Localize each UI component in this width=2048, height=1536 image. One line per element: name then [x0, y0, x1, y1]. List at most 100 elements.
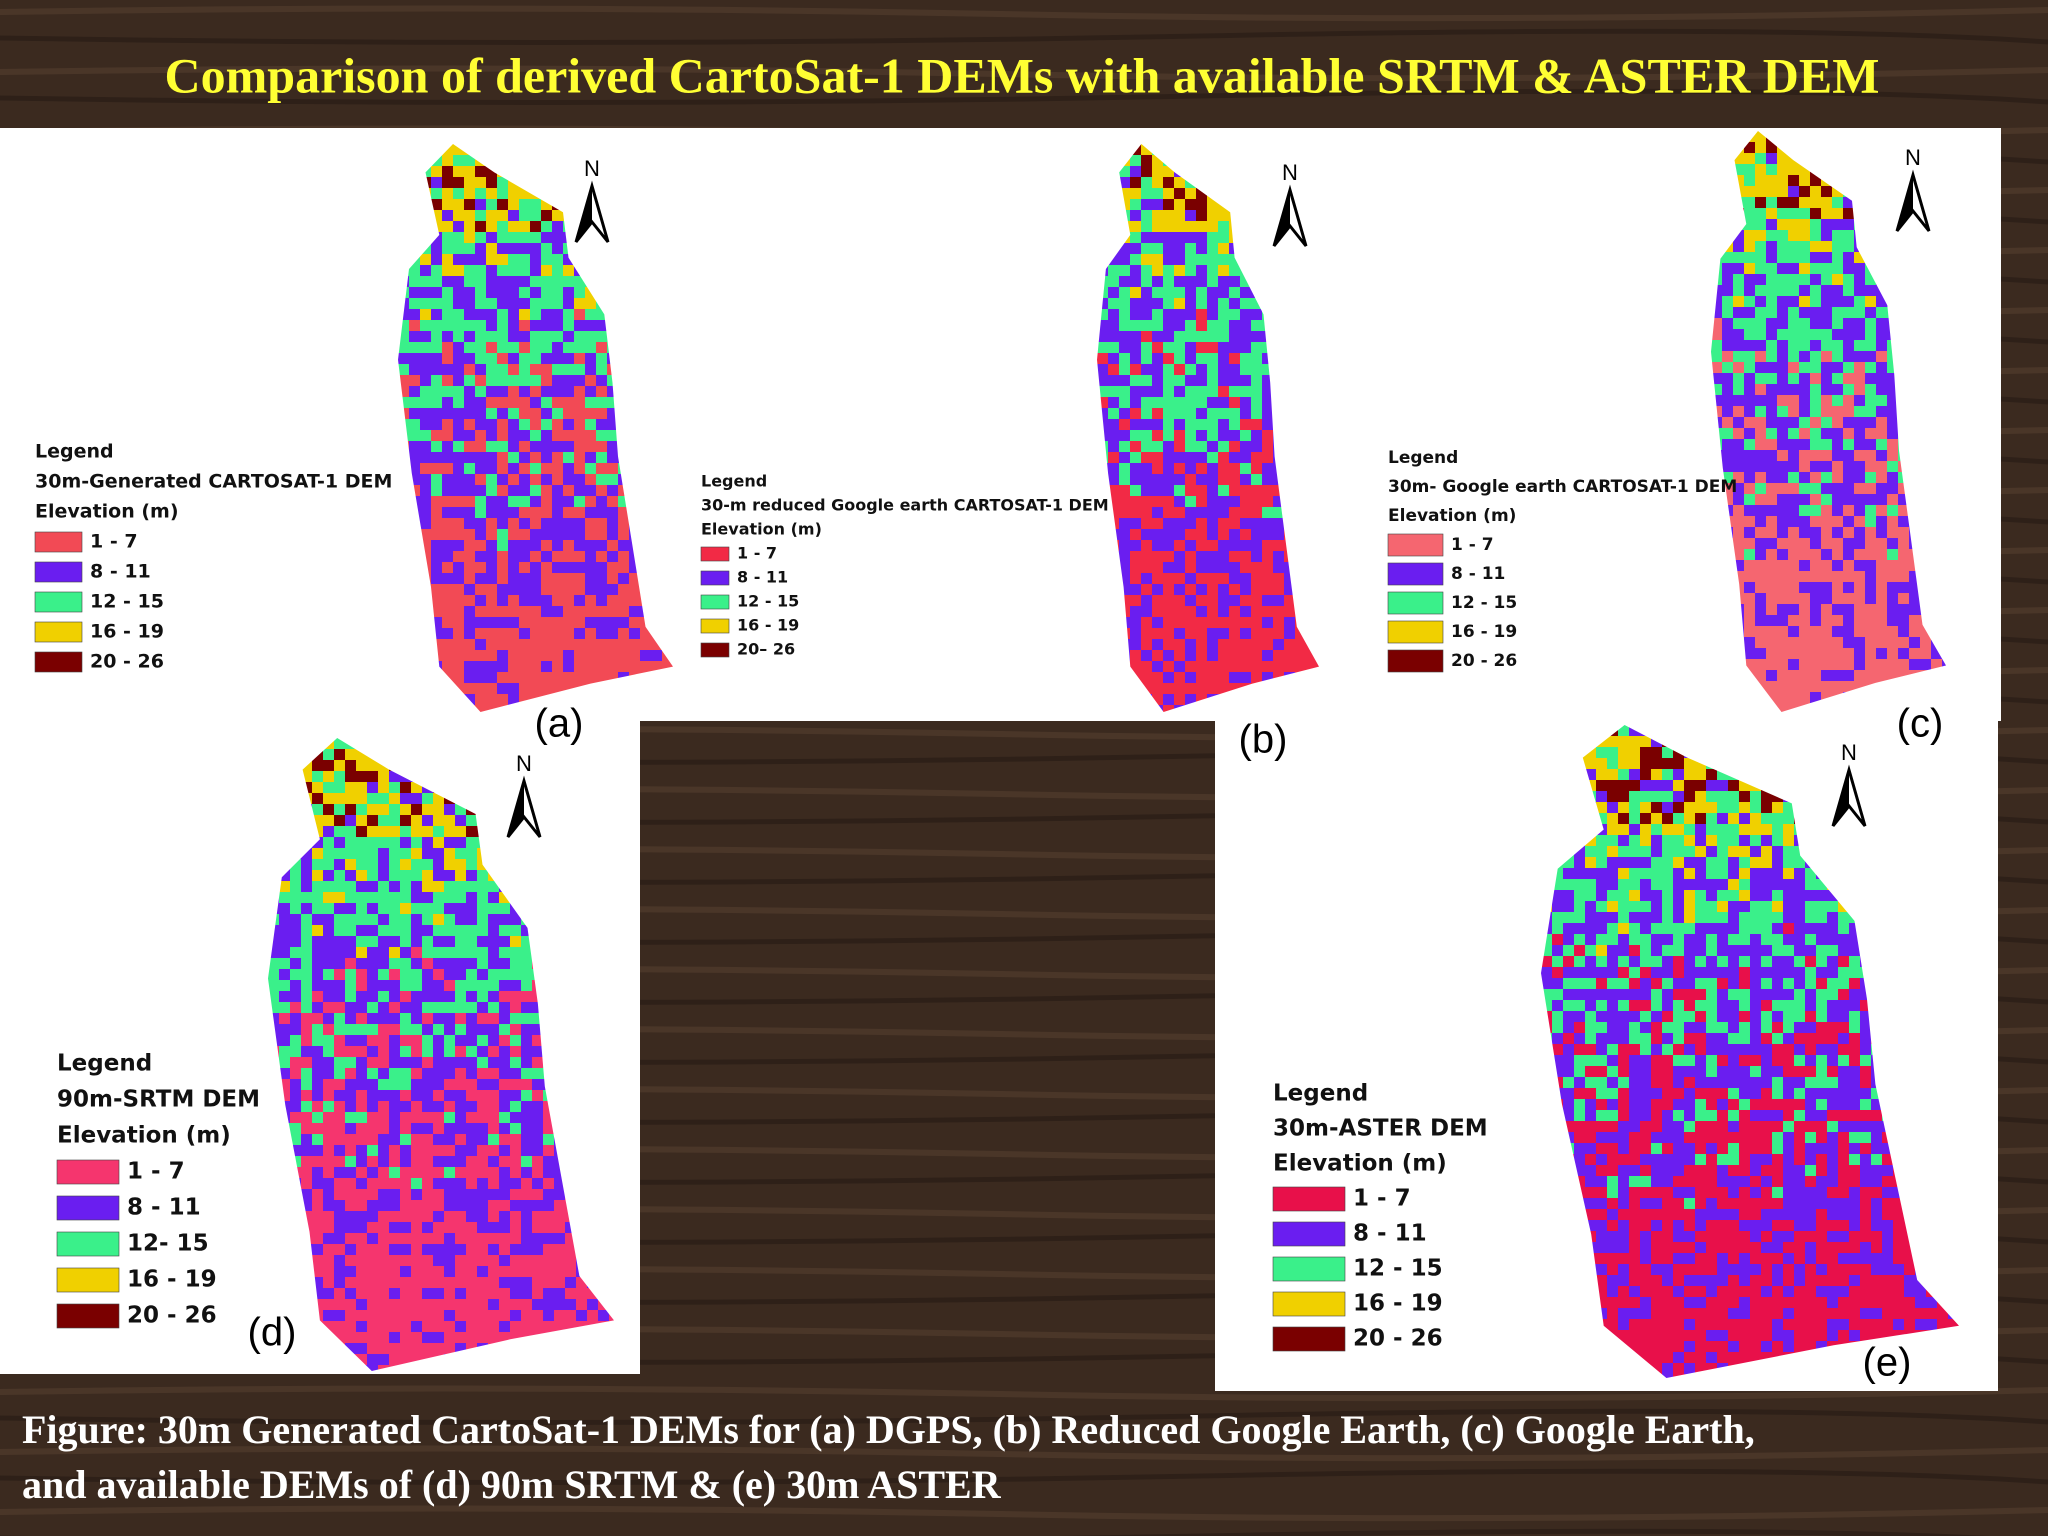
map-cell [367, 914, 378, 925]
map-cell [552, 650, 563, 661]
map-cell [389, 1178, 400, 1189]
map-cell [1229, 331, 1240, 342]
map-cell [510, 1156, 521, 1167]
map-cell [1108, 452, 1119, 463]
map-cell [1788, 549, 1799, 560]
map-cell [1788, 538, 1799, 549]
map-cell [345, 1013, 356, 1024]
map-cell [455, 925, 466, 936]
map-cell [323, 1156, 334, 1167]
map-cell [475, 507, 486, 518]
map-cell [1174, 617, 1185, 628]
map-cell [1788, 252, 1799, 263]
map-cell [1141, 320, 1152, 331]
map-cell [1130, 155, 1141, 166]
map-cell [1799, 230, 1810, 241]
map-cell [1887, 417, 1898, 428]
map-cell [1777, 483, 1788, 494]
map-cell [607, 485, 618, 496]
map-cell [475, 166, 486, 177]
map-cell [466, 826, 477, 837]
map-cell [1788, 560, 1799, 571]
map-cell [519, 287, 530, 298]
north-arrow-half [1274, 190, 1290, 246]
map-cell [585, 408, 596, 419]
map-cell [1174, 210, 1185, 221]
map-cell [477, 892, 488, 903]
map-cell [400, 1068, 411, 1079]
map-cell [420, 342, 431, 353]
map-cell [345, 1156, 356, 1167]
map-cell [1788, 219, 1799, 230]
map-cell [1240, 375, 1251, 386]
map-cell [367, 837, 378, 848]
map-cell [1755, 285, 1766, 296]
map-cell [453, 155, 464, 166]
map-cell [422, 804, 433, 815]
map-cell [1865, 461, 1876, 472]
map-cell [1865, 483, 1876, 494]
map-cell [1843, 582, 1854, 593]
map-cell [334, 1024, 345, 1035]
map-cell [422, 903, 433, 914]
map-cell [420, 408, 431, 419]
map-cell [1207, 342, 1218, 353]
map-cell [530, 683, 541, 694]
map-cell [486, 452, 497, 463]
map-cell [1119, 507, 1130, 518]
map-cell [1152, 584, 1163, 595]
map-cell [532, 1156, 543, 1167]
map-cell [442, 254, 453, 265]
map-cell [1185, 408, 1196, 419]
map-cell [1788, 428, 1799, 439]
map-cell [389, 1035, 400, 1046]
map-cell [497, 551, 508, 562]
map-cell [497, 243, 508, 254]
map-cell [1163, 694, 1174, 705]
map-cell [1733, 340, 1744, 351]
map-cell [1141, 276, 1152, 287]
map-cell [552, 287, 563, 298]
map-cell [1262, 518, 1273, 529]
map-cell [574, 672, 585, 683]
map-cell [442, 529, 453, 540]
map-cell [1788, 505, 1799, 516]
map-cell [400, 1024, 411, 1035]
map-cell [1152, 606, 1163, 617]
map-cell [510, 1090, 521, 1101]
map-cell [530, 661, 541, 672]
map-cell [1185, 639, 1196, 650]
map-cell [1810, 670, 1821, 681]
map-cell [497, 353, 508, 364]
map-cell [1766, 692, 1777, 703]
map-cell [1876, 483, 1887, 494]
map-cell [1788, 406, 1799, 417]
legend-swatch [700, 546, 730, 562]
map-cell [1876, 637, 1887, 648]
map-cell [400, 1200, 411, 1211]
map-cell [442, 419, 453, 430]
map-cell [1251, 562, 1262, 573]
map-cell [552, 397, 563, 408]
map-cell [378, 1178, 389, 1189]
map-cell [1876, 461, 1887, 472]
map-cell [510, 1101, 521, 1112]
map-cell [444, 1101, 455, 1112]
map-cell [1766, 296, 1777, 307]
map-cell [1854, 604, 1865, 615]
map-cell [532, 1013, 543, 1024]
map-cell [1141, 309, 1152, 320]
map-cell [442, 584, 453, 595]
map-cell [1755, 472, 1766, 483]
map-cell [1163, 166, 1174, 177]
map-cell [1733, 450, 1744, 461]
map-cell [1876, 604, 1887, 615]
map-cell [1240, 672, 1251, 683]
map-cell [1777, 274, 1788, 285]
map-cell [367, 826, 378, 837]
map-cell [1744, 351, 1755, 362]
map-cell [1722, 439, 1733, 450]
map-cell [541, 397, 552, 408]
map-cell [411, 1189, 422, 1200]
map-cell [323, 1101, 334, 1112]
